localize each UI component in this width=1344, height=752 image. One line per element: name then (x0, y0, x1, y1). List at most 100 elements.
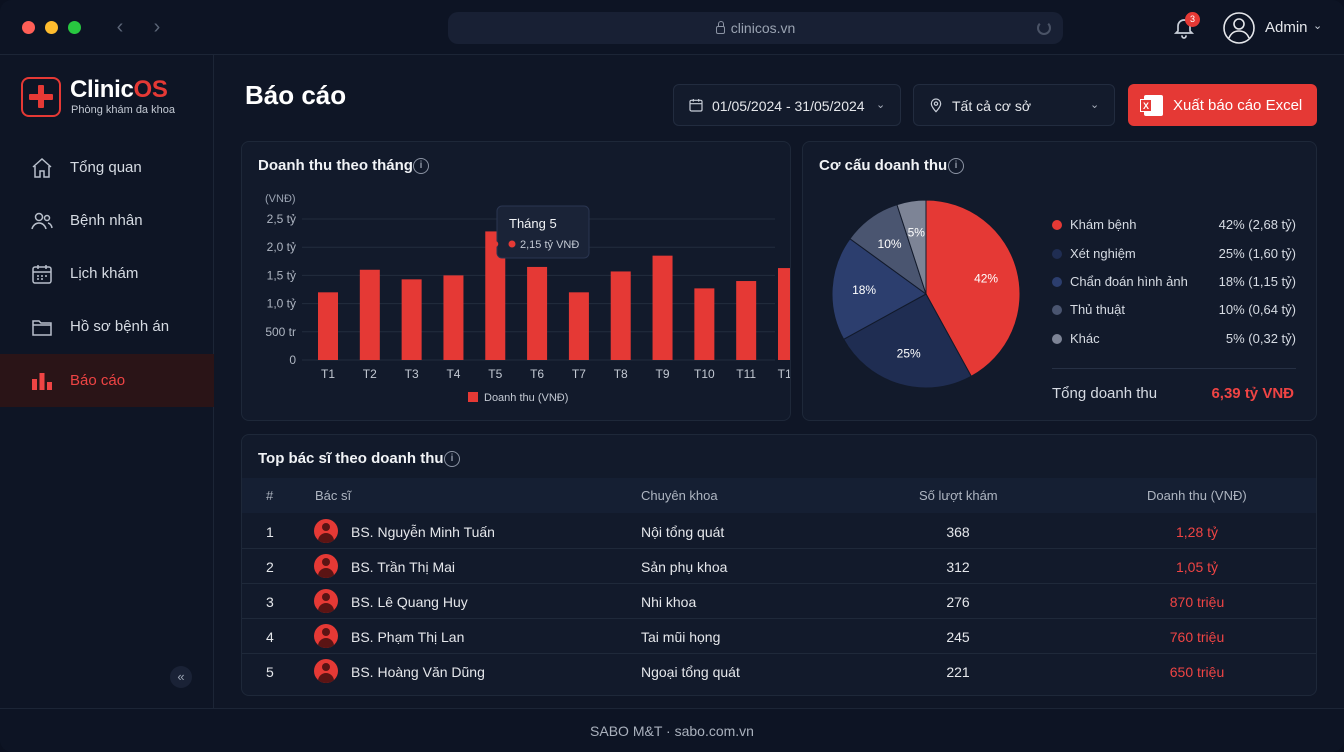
forward-arrow-icon[interactable]: › (153, 16, 161, 38)
legend-value: 25% (1,60 tỷ) (1218, 246, 1296, 261)
clinic-logo-icon (21, 77, 61, 117)
sidebar-item-patients[interactable]: Bệnh nhân (0, 194, 214, 247)
sidebar-item-label: Lịch khám (70, 265, 139, 282)
bar-t7 (568, 292, 589, 360)
bar-t3 (401, 279, 422, 360)
info-icon[interactable]: i (948, 158, 964, 174)
pie-slice-label: 5% (908, 226, 926, 240)
bar-t6 (527, 266, 548, 360)
rank-cell: 2 (266, 559, 274, 575)
y-axis-unit: (VNĐ) (265, 193, 296, 205)
top-doctors-card: Top bác sĩ theo doanh thu i (241, 434, 1317, 696)
info-icon[interactable]: i (413, 158, 429, 174)
sidebar-item-label: Báo cáo (70, 372, 126, 389)
x-tick-label: T7 (572, 367, 586, 381)
collapse-sidebar-icon[interactable]: « (170, 666, 192, 688)
rank-cell: 4 (266, 629, 274, 645)
sidebar-item-records[interactable]: Hồ sơ bệnh án (0, 300, 214, 353)
sidebar-item-overview[interactable]: Tổng quan (0, 141, 214, 194)
visits-cell: 312 (946, 559, 970, 575)
page-title: Báo cáo (245, 80, 347, 110)
sidebar-item-label: Bệnh nhân (70, 212, 143, 229)
column-header-specialty: Chuyên khoa (641, 488, 718, 503)
table-row[interactable]: 5 BS. Hoàng Văn Dũng Ngoại tổng quát 221… (242, 654, 1316, 689)
close-window-button[interactable] (22, 21, 35, 34)
home-icon (32, 157, 52, 178)
sidebar-item-reports[interactable]: Báo cáo (0, 354, 214, 407)
info-icon[interactable]: i (444, 451, 460, 467)
total-revenue-label: Tổng doanh thu (1052, 385, 1158, 402)
users-icon (31, 212, 53, 230)
table-row[interactable]: 3 BS. Lê Quang Huy Nhi khoa 276 870 triệ… (242, 584, 1316, 619)
folder-icon (32, 320, 52, 336)
calendar-icon (689, 99, 703, 112)
visits-cell: 368 (946, 524, 970, 540)
reload-icon[interactable] (1037, 21, 1051, 35)
user-name[interactable]: Admin (1265, 19, 1308, 36)
pie-slice (925, 199, 1021, 378)
specialty-cell: Ngoại tổng quát (641, 664, 740, 680)
rank-cell: 5 (266, 664, 274, 680)
monthly-revenue-chart: (VNĐ) 0 500 tr 1,0 tỷ 1,5 tỷ 2,0 tỷ 2,5 tỷ T1 T2… (265, 193, 790, 404)
monthly-revenue-title: Doanh thu theo tháng (258, 157, 413, 174)
column-header-visits: Số lượt khám (919, 488, 998, 503)
doctor-avatar-icon (314, 519, 338, 543)
visits-cell: 245 (946, 629, 970, 645)
maximize-window-button[interactable] (68, 21, 81, 34)
table-header: # Bác sĩ Chuyên khoa Số lượt khám Doanh … (242, 478, 1316, 513)
legend-value: 18% (1,15 tỷ) (1218, 274, 1296, 289)
doctor-name-cell: BS. Hoàng Văn Dũng (351, 664, 485, 680)
pie-slice-label: 18% (852, 283, 876, 297)
tooltip-dot (508, 240, 516, 248)
doctor-avatar-icon (314, 589, 338, 613)
location-select[interactable]: Tất cả cơ sở ⌄ (913, 84, 1115, 126)
bar-t10 (694, 288, 715, 360)
bar-t11 (736, 281, 757, 360)
notification-badge: 3 (1185, 12, 1200, 27)
divider (1052, 368, 1296, 369)
table-row[interactable]: 4 BS. Phạm Thị Lan Tai mũi họng 245 760 … (242, 619, 1316, 654)
legend-item-imaging: Chẩn đoán hình ảnh 18% (1,15 tỷ) (1052, 273, 1296, 293)
bar-t2 (359, 269, 380, 360)
y-tick-label: 500 tr (265, 325, 296, 339)
bar-t12 (778, 268, 790, 360)
visits-cell: 276 (946, 594, 970, 610)
chevron-down-icon[interactable]: ⌄ (1313, 20, 1323, 32)
specialty-cell: Sản phụ khoa (641, 559, 728, 575)
back-arrow-icon[interactable]: ‹ (116, 16, 124, 38)
legend-swatch (1052, 334, 1062, 344)
legend-label: Doanh thu (VNĐ) (484, 392, 568, 404)
y-tick-label: 0 (289, 353, 296, 367)
table-row[interactable]: 2 BS. Trần Thị Mai Sản phụ khoa 312 1,05… (242, 549, 1316, 584)
legend-name: Khác (1070, 331, 1100, 346)
table-row[interactable]: 1 BS. Nguyễn Minh Tuấn Nội tổng quát 368… (242, 514, 1316, 549)
legend-name: Xét nghiệm (1070, 246, 1136, 261)
bar-t9 (652, 255, 673, 360)
doctor-avatar-icon (314, 624, 338, 648)
sidebar-item-appointments[interactable]: Lịch khám (0, 247, 214, 300)
top-doctors-title: Top bác sĩ theo doanh thu (258, 450, 444, 467)
location-value: Tất cả cơ sở (952, 98, 1032, 114)
x-tick-label: T8 (614, 367, 628, 381)
legend-name: Chẩn đoán hình ảnh (1070, 274, 1188, 289)
column-header-revenue: Doanh thu (VNĐ) (1147, 488, 1247, 503)
user-avatar-icon[interactable] (1223, 12, 1255, 44)
legend-value: 10% (0,64 tỷ) (1218, 302, 1296, 317)
export-excel-button[interactable]: X Xuất báo cáo Excel (1128, 84, 1317, 126)
pie-slice (842, 293, 972, 389)
bar-t8 (610, 271, 631, 360)
address-bar[interactable]: clinicos.vn (448, 12, 1063, 44)
doctor-avatar-icon (314, 659, 338, 683)
monthly-revenue-card: Doanh thu theo tháng i (241, 141, 791, 421)
y-tick-label: 1,5 tỷ (267, 268, 296, 282)
tooltip-marker (492, 241, 499, 247)
column-header-rank: # (266, 488, 274, 503)
minimize-window-button[interactable] (45, 21, 58, 34)
date-range-picker[interactable]: 01/05/2024 - 31/05/2024 ⌄ (673, 84, 901, 126)
total-revenue-value: 6,39 tỷ VNĐ (1211, 385, 1294, 402)
date-range-value: 01/05/2024 - 31/05/2024 (712, 98, 865, 114)
chevron-down-icon: ⌄ (1090, 99, 1100, 111)
x-tick-label: T12 (778, 367, 790, 381)
column-header-doctor: Bác sĩ (315, 488, 352, 503)
